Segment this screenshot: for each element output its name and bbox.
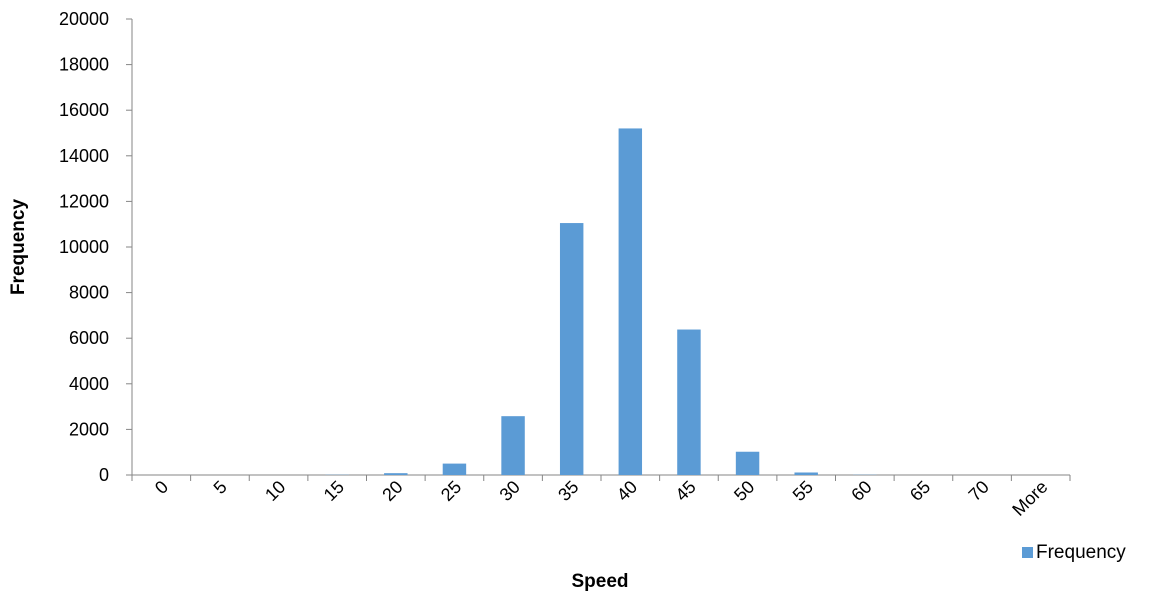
legend-label: Frequency: [1036, 542, 1126, 563]
bar: [501, 416, 525, 475]
bars: [325, 128, 877, 475]
bar: [618, 128, 643, 475]
y-tick-label: 18000: [59, 55, 109, 75]
y-axis-title: Frequency: [8, 199, 29, 296]
x-axis: 0 5 10 15 20 25 30 35 40 45 50 55 60 65 70 More: [131, 474, 1071, 520]
bar: [442, 463, 467, 475]
y-tick-label: 16000: [59, 100, 109, 120]
x-tick-label: 65: [906, 477, 934, 505]
y-tick-label: 2000: [69, 419, 109, 439]
legend: Frequency: [1022, 542, 1126, 563]
y-tick-label: 6000: [69, 328, 109, 348]
x-tick-label: 50: [730, 477, 758, 505]
x-tick-label: 45: [671, 477, 699, 505]
y-tick-label: 4000: [69, 374, 109, 394]
y-tick-label: 8000: [69, 283, 109, 303]
x-tick-label: 35: [554, 477, 582, 505]
x-tick-label: 30: [496, 477, 524, 505]
x-tick-label: 20: [378, 477, 406, 505]
bar: [559, 223, 584, 475]
x-tick-label: 25: [437, 477, 465, 505]
x-tick-label: More: [1008, 477, 1051, 520]
x-tick-label: 70: [965, 477, 993, 505]
y-tick-label: 14000: [59, 146, 109, 166]
x-tick-label: 60: [847, 477, 875, 505]
bar: [677, 329, 701, 475]
legend-swatch: [1022, 547, 1033, 558]
x-axis-title: Speed: [571, 571, 628, 592]
x-tick-label: 10: [261, 477, 289, 505]
x-tick-label: 0: [151, 477, 172, 498]
y-tick-label: 20000: [59, 9, 109, 29]
y-tick-label: 0: [99, 465, 109, 485]
bar: [794, 472, 818, 475]
x-tick-label: 15: [320, 477, 348, 505]
x-tick-label: 5: [210, 477, 231, 498]
bar: [384, 473, 408, 475]
x-tick-label: 55: [789, 477, 817, 505]
y-axis: 0 2000 4000 6000 8000 10000 12000 14000 16000 180…: [59, 9, 133, 485]
bar: [735, 451, 760, 475]
x-tick-label: 40: [613, 477, 641, 505]
y-tick-label: 10000: [59, 237, 109, 257]
y-tick-label: 12000: [59, 191, 109, 211]
